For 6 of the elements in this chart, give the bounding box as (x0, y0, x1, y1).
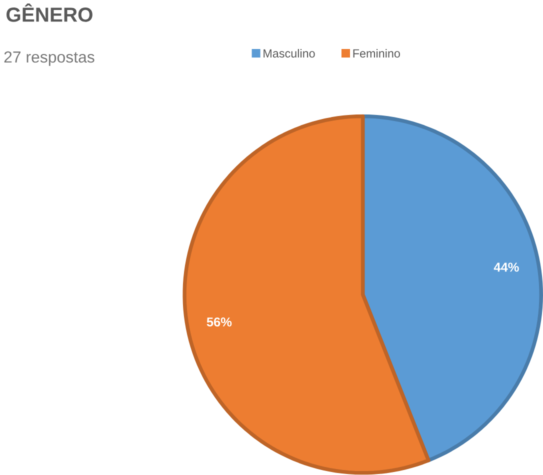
data-label: 44% (494, 262, 519, 272)
chart-title: GÊNERO (6, 4, 92, 22)
legend-label: Masculino (264, 49, 315, 58)
text: 27 respostas (4, 52, 94, 66)
legend-label: Feminino (353, 49, 400, 58)
data-label: 56% (206, 318, 232, 327)
